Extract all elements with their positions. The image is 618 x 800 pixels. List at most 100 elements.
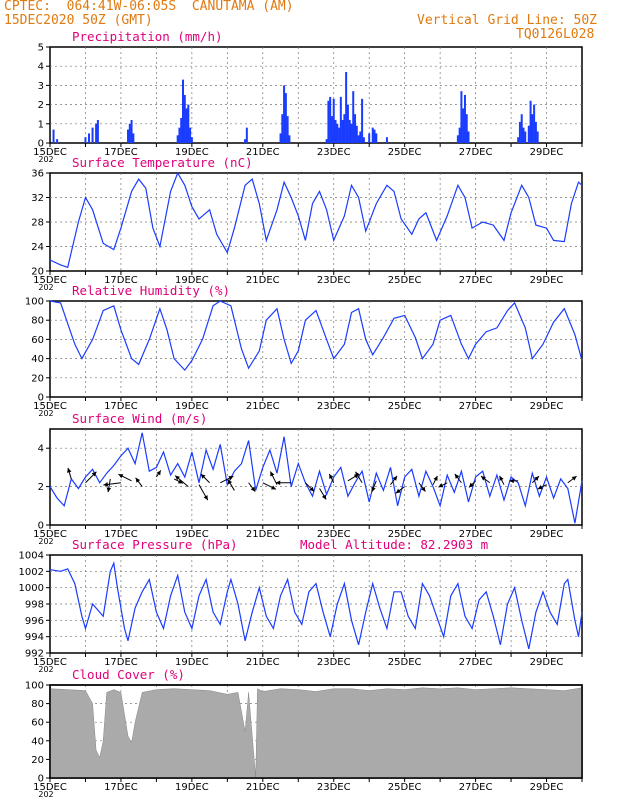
precip-bar xyxy=(96,119,99,143)
y-tick-label: 1002 xyxy=(19,567,44,578)
y-tick-label: 0 xyxy=(38,393,44,404)
x-tick-label: 25DEC xyxy=(388,657,422,668)
header-model-id: TQ0126L028 xyxy=(516,27,595,42)
panel-title: Surface Wind (m/s) xyxy=(72,411,207,426)
precip-bar xyxy=(531,114,534,143)
y-tick-label: 1004 xyxy=(19,551,44,562)
precip-bar xyxy=(132,133,135,143)
precip-bar xyxy=(288,135,291,143)
wind-vector-head xyxy=(271,485,276,490)
wind-vector-head xyxy=(309,486,315,492)
wind-vector-head xyxy=(355,471,360,477)
y-tick-label: 80 xyxy=(31,699,44,710)
y-tick-label: 20 xyxy=(31,267,44,278)
precip-bar xyxy=(536,131,539,143)
x-tick-label: 27DEC xyxy=(459,275,493,286)
wind-vector-head xyxy=(135,477,141,483)
wind-vector-head xyxy=(67,467,72,473)
x-tick-label: 17DEC xyxy=(104,401,138,412)
precip-bar xyxy=(189,127,192,143)
precip-bar xyxy=(350,123,353,143)
precip-bar xyxy=(520,114,523,143)
precip-bar xyxy=(128,123,131,143)
wind-vector-head xyxy=(438,483,444,488)
panel-annotation: Model Altitude: 82.2903 m xyxy=(300,537,488,552)
precip-bar xyxy=(460,91,463,143)
x-tick-label: 23DEC xyxy=(317,657,351,668)
precip-bar xyxy=(341,119,344,143)
y-tick-label: 998 xyxy=(25,600,44,611)
y-tick-label: 24 xyxy=(31,242,44,253)
precip-bar xyxy=(534,121,537,143)
wind-vector-head xyxy=(392,475,398,481)
x-tick-label: 15DEC xyxy=(33,401,67,412)
wind-vector-head xyxy=(91,471,97,477)
y-tick-label: 20 xyxy=(31,373,44,384)
y-tick-label: 1 xyxy=(38,119,44,130)
precip-bar xyxy=(354,114,357,143)
x-tick-label: 25DEC xyxy=(388,529,422,540)
precip-bar xyxy=(95,123,98,143)
wind-vector-head xyxy=(175,475,180,481)
x-tick-year: 202 xyxy=(38,155,53,164)
y-tick-label: 2 xyxy=(38,100,44,111)
x-tick-label: 29DEC xyxy=(530,275,564,286)
x-tick-year: 202 xyxy=(38,409,53,418)
x-tick-label: 23DEC xyxy=(317,529,351,540)
y-tick-label: 994 xyxy=(25,632,44,643)
x-tick-label: 29DEC xyxy=(530,401,564,412)
x-tick-label: 29DEC xyxy=(530,782,564,793)
precip-bar xyxy=(524,131,527,143)
wind-vector-head xyxy=(200,473,206,479)
precip-bar xyxy=(284,93,287,143)
y-tick-label: 5 xyxy=(38,43,44,54)
y-tick-label: 100 xyxy=(25,681,44,692)
precip-bar xyxy=(56,139,59,143)
precip-bar xyxy=(527,125,530,143)
y-tick-label: 0 xyxy=(38,139,44,150)
x-tick-label: 25DEC xyxy=(388,275,422,286)
y-tick-label: 1000 xyxy=(19,583,44,594)
panel-title: Relative Humidity (%) xyxy=(72,283,230,298)
precip-bar xyxy=(84,137,87,143)
precip-bar xyxy=(371,127,374,143)
x-tick-label: 15DEC xyxy=(33,782,67,793)
y-tick-label: 60 xyxy=(31,718,44,729)
panel-title: Surface Temperature (nC) xyxy=(72,155,253,170)
x-tick-label: 23DEC xyxy=(317,401,351,412)
precip-bar xyxy=(330,116,333,143)
y-tick-label: 28 xyxy=(31,218,44,229)
precip-bar xyxy=(336,123,339,143)
y-tick-label: 0 xyxy=(38,521,44,532)
wind-vector-head xyxy=(103,482,109,487)
y-tick-label: 32 xyxy=(31,193,44,204)
x-tick-label: 19DEC xyxy=(175,529,209,540)
wind-vector-head xyxy=(537,485,543,490)
x-tick-label: 17DEC xyxy=(104,657,138,668)
wind-vector-head xyxy=(250,486,256,492)
y-tick-label: 20 xyxy=(31,755,44,766)
precip-bar xyxy=(355,125,358,143)
panel-frame xyxy=(49,46,583,144)
precip-bar xyxy=(352,91,355,143)
precip-bar xyxy=(91,127,94,143)
y-tick-label: 996 xyxy=(25,616,44,627)
precip-bar xyxy=(343,114,346,143)
wind-vector-head xyxy=(329,473,334,479)
x-tick-label: 19DEC xyxy=(175,657,209,668)
wind-vector-head xyxy=(321,494,327,500)
x-tick-label: 21DEC xyxy=(246,782,280,793)
x-tick-label: 15DEC xyxy=(33,275,67,286)
wind-vector-head xyxy=(395,488,401,494)
precip-bar xyxy=(178,127,181,143)
precip-bar xyxy=(244,139,247,143)
wind-vector-head xyxy=(156,470,161,476)
precip-bar xyxy=(281,114,284,143)
x-tick-label: 23DEC xyxy=(317,147,351,158)
series-line xyxy=(49,561,583,650)
precip-bar xyxy=(332,98,335,143)
precip-bar xyxy=(334,119,337,143)
precip-bar xyxy=(187,104,190,143)
wind-vector-head xyxy=(499,475,504,481)
precip-bar xyxy=(518,121,521,143)
